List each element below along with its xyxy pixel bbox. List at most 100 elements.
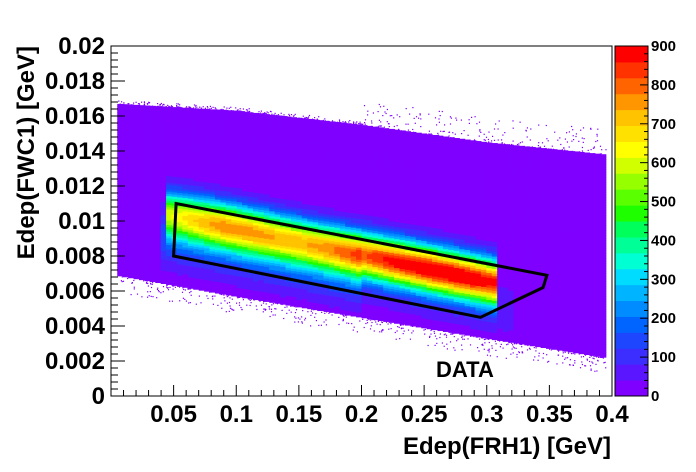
heat-cell [247,158,254,162]
heat-cell [198,151,205,155]
heat-cell [377,194,384,198]
heat-cell [274,195,281,199]
heat-cell [117,133,124,137]
heat-cell [258,192,265,196]
heat-cell [247,203,254,207]
heat-cell [334,243,341,247]
heat-cell [263,284,270,288]
heat-cell [193,228,200,231]
heat-cell [187,281,194,285]
heat-cell [328,202,335,206]
heat-cell [214,125,221,129]
heat-cell [144,144,151,148]
heat-cell [361,209,368,213]
heat-cell [394,289,401,293]
heat-cell [350,155,357,159]
heat-cell [399,200,406,204]
heat-cell [448,154,455,158]
heat-cell [214,157,221,161]
heat-cell [193,234,200,238]
heat-cell [301,163,308,167]
heat-cell [122,186,129,189]
heat-cell [236,245,243,249]
heat-cell [171,149,178,153]
heat-cell [269,238,276,242]
heat-cell [437,196,444,200]
heat-cell [323,206,330,210]
heat-cell [285,293,292,297]
heat-cell [290,272,297,276]
heat-cell [361,233,368,237]
heat-cell [149,255,156,258]
heat-cell [426,173,433,177]
heat-cell [361,223,368,227]
heat-cell [242,121,249,124]
heat-cell [415,266,422,270]
heat-cell [448,276,455,280]
heat-cell [187,198,194,201]
heat-cell [437,328,444,332]
heat-cell [252,166,259,170]
heat-cell [307,244,314,248]
heat-cell [377,291,384,295]
heat-cell [122,216,129,220]
heat-cell [160,135,167,139]
heat-cell [182,224,189,228]
heat-cell [176,221,183,225]
heat-cell [280,212,287,216]
heat-cell [160,241,167,245]
heat-cell [339,239,346,243]
heat-cell [318,308,325,312]
heat-cell [198,222,205,225]
heat-cell [350,308,357,312]
heat-cell [421,315,428,319]
heat-cell [312,202,319,206]
heat-cell [214,116,221,120]
heat-cell [231,166,238,170]
heat-cell [236,261,243,265]
heat-cell [307,187,314,191]
heat-cell [193,277,200,281]
heat-cell [350,186,357,190]
heat-cell [231,200,238,204]
heat-cell [356,314,363,318]
heat-cell [426,199,433,203]
heat-cell [290,197,297,201]
heat-cell [399,132,406,136]
heat-cell [356,218,363,222]
heat-cell [350,219,357,223]
heat-cell [356,223,363,227]
heat-cell [377,175,384,179]
heat-cell [280,292,287,296]
heat-cell [138,148,145,152]
heat-cell [182,127,189,131]
heat-cell [198,269,205,273]
heat-cell [258,213,265,217]
heat-cell [350,229,357,233]
heat-cell [242,165,249,169]
heat-cell [242,179,249,183]
heat-cell [404,223,411,227]
heat-cell [426,231,433,235]
heat-cell [144,186,151,190]
heat-cell [166,131,173,135]
heat-cell [350,258,357,262]
heat-cell [122,246,129,250]
heat-cell [350,279,357,283]
heat-cell [290,192,297,196]
heat-cell [437,216,444,220]
heat-cell [171,127,178,130]
heat-cell [128,249,135,253]
heat-cell [345,310,352,314]
heat-cell [138,198,145,202]
heat-cell [323,132,330,136]
heat-cell [345,312,352,316]
heat-cell [193,286,200,290]
heat-cell [122,136,129,140]
heat-cell [231,279,238,283]
heat-cell [318,246,325,250]
heat-cell [404,240,411,244]
heat-cell [301,284,308,287]
heat-cell [334,126,341,130]
heat-cell [225,255,232,259]
